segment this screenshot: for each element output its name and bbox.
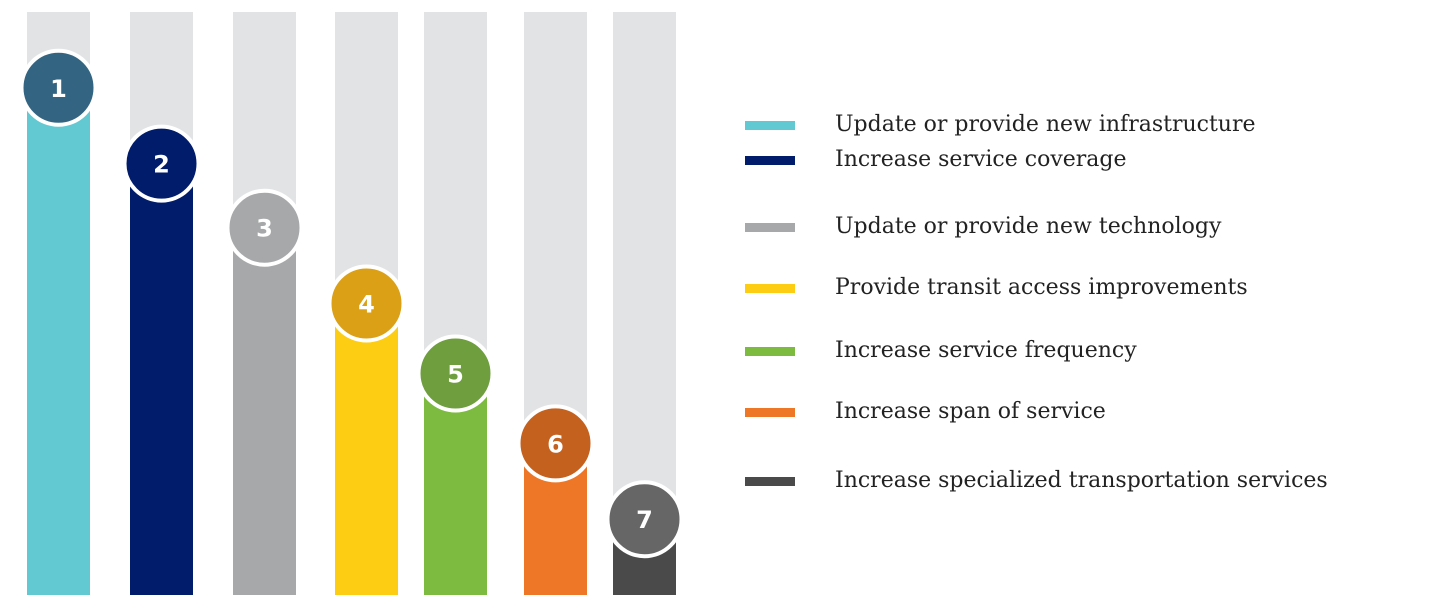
- bar: [130, 163, 193, 595]
- rank-label: 4: [358, 291, 375, 319]
- legend-label: Update or provide new infrastructure: [835, 112, 1256, 137]
- legend-swatch: [745, 223, 795, 232]
- legend-label: Increase specialized transportation serv…: [835, 468, 1328, 493]
- rank-label: 2: [153, 151, 170, 179]
- legend-swatch: [745, 284, 795, 293]
- rank-label: 7: [636, 506, 653, 534]
- rank-badge: [516, 404, 595, 483]
- legend-label: Provide transit access improvements: [835, 275, 1248, 300]
- rank-badge: [122, 124, 201, 203]
- legend-swatch: [745, 408, 795, 417]
- rank-badge: [416, 334, 495, 413]
- rank-badge: [19, 48, 98, 127]
- legend-swatch: [745, 121, 795, 130]
- rank-label: 6: [547, 430, 564, 458]
- legend-label: Update or provide new technology: [835, 214, 1222, 239]
- legend-swatch: [745, 156, 795, 165]
- rank-badge: [605, 480, 684, 559]
- legend-label: Increase span of service: [835, 399, 1106, 424]
- legend-label: Increase service frequency: [835, 338, 1137, 363]
- bar: [27, 87, 90, 595]
- legend-swatch: [745, 477, 795, 486]
- legend-label: Increase service coverage: [835, 147, 1127, 172]
- bar: [335, 303, 398, 595]
- rank-badge: [225, 188, 304, 267]
- rank-label: 1: [50, 75, 67, 103]
- bar: [233, 227, 296, 595]
- rank-label: 3: [256, 215, 273, 243]
- legend-swatch: [745, 347, 795, 356]
- rank-badge: [327, 264, 406, 343]
- rank-label: 5: [447, 360, 464, 388]
